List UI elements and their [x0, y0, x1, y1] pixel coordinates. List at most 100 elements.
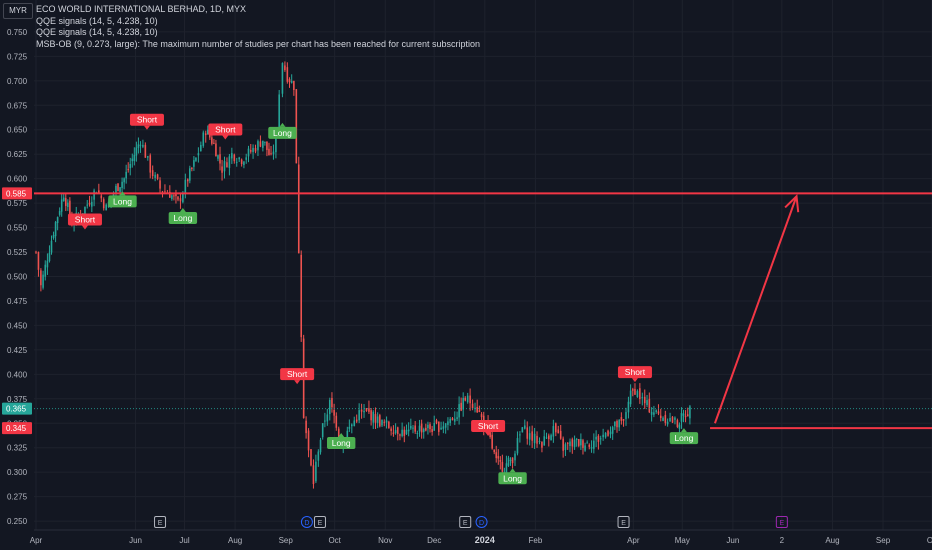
signal-label-bg[interactable]: [617, 366, 652, 379]
candle: [238, 157, 240, 160]
signal-label[interactable]: Long: [173, 213, 192, 223]
candle: [682, 413, 685, 416]
candle: [247, 148, 250, 157]
candle: [353, 420, 356, 426]
candle: [641, 397, 644, 399]
signal-label-bg[interactable]: [129, 113, 164, 126]
price-badge[interactable]: [2, 402, 32, 415]
x-tick-label: Feb: [529, 536, 543, 545]
symbol-title[interactable]: ECO WORLD INTERNATIONAL BERHAD, 1D, MYX: [36, 4, 247, 14]
signal-label-bg[interactable]: [168, 212, 198, 225]
candle: [460, 402, 462, 411]
signal-label-bg[interactable]: [108, 195, 137, 208]
candle: [98, 190, 100, 193]
signal-label[interactable]: Short: [75, 215, 96, 225]
indicator-label-qqe-2[interactable]: QQE signals (14, 5, 4.238, 10): [36, 27, 158, 37]
candle: [655, 410, 657, 412]
candle: [123, 178, 125, 183]
candle: [505, 463, 508, 475]
candle: [433, 422, 436, 431]
candle: [480, 414, 483, 418]
candle: [257, 141, 259, 151]
x-tick-label: Jun: [726, 536, 739, 545]
candle: [193, 160, 195, 167]
candle: [582, 440, 584, 448]
signal-label-bg[interactable]: [208, 123, 243, 136]
signal-label[interactable]: Long: [503, 473, 522, 483]
indicator-label-msb-ob[interactable]: MSB-OB (9, 0.273, large): The maximum nu…: [36, 38, 481, 49]
candle: [590, 447, 593, 449]
candle: [182, 193, 184, 203]
candle: [501, 461, 504, 472]
candle: [195, 157, 197, 161]
signal-label[interactable]: Short: [215, 125, 236, 135]
signal-label[interactable]: Short: [287, 369, 308, 379]
signal-label[interactable]: Short: [478, 421, 499, 431]
signal-label-bg[interactable]: [669, 432, 699, 445]
candle: [609, 431, 612, 435]
candle: [593, 440, 595, 449]
candle: [499, 460, 502, 462]
dividend-marker-icon[interactable]: [300, 516, 313, 528]
earnings-marker-icon[interactable]: [459, 516, 472, 528]
price-badge[interactable]: [2, 187, 32, 200]
earnings-marker-icon[interactable]: [154, 516, 167, 528]
signal-label-bg[interactable]: [498, 472, 527, 485]
candle: [625, 412, 627, 419]
candle: [335, 415, 338, 428]
y-tick-label: 0.600: [7, 175, 28, 184]
signal-label-bg[interactable]: [280, 368, 315, 381]
signal-label-bg[interactable]: [67, 213, 102, 226]
candle: [40, 270, 42, 286]
y-tick-label: 0.650: [7, 126, 28, 135]
earnings-marker-icon[interactable]: [313, 516, 326, 528]
price-badge[interactable]: [2, 422, 32, 435]
event-marker-label: D: [479, 520, 484, 527]
earnings-marker-icon[interactable]: [775, 516, 788, 528]
signal-label[interactable]: Long: [113, 196, 132, 206]
candle: [52, 235, 55, 238]
signal-label-bg[interactable]: [268, 126, 297, 139]
projection-arrow-line[interactable]: [713, 195, 798, 424]
signal-label[interactable]: Short: [625, 367, 646, 377]
signal-label[interactable]: Long: [674, 433, 693, 443]
candle: [684, 416, 687, 418]
candle: [213, 142, 215, 144]
signal-label-bg[interactable]: [471, 419, 506, 432]
candle: [355, 419, 358, 422]
candle: [37, 252, 40, 270]
candle: [657, 411, 660, 414]
candle: [315, 461, 317, 482]
y-tick-label: 0.550: [7, 224, 28, 233]
candle: [317, 451, 320, 461]
candle: [614, 421, 616, 427]
candle: [674, 417, 676, 420]
candle: [42, 274, 44, 288]
currency-badge[interactable]: MYR: [3, 3, 33, 19]
x-tick-label: Aug: [825, 536, 839, 545]
candle: [91, 201, 93, 207]
dividend-marker-icon[interactable]: [475, 516, 488, 528]
candle: [121, 181, 123, 188]
candle: [412, 427, 414, 429]
candle: [618, 419, 620, 428]
signal-label[interactable]: Long: [273, 128, 292, 138]
signal-label[interactable]: Short: [137, 115, 158, 125]
x-tick-label: Nov: [378, 536, 392, 545]
projection-arrow-head[interactable]: [784, 194, 800, 213]
indicator-label-qqe-1[interactable]: QQE signals (14, 5, 4.238, 10): [36, 15, 158, 26]
candle: [650, 411, 653, 415]
candle: [215, 143, 217, 157]
candle: [275, 135, 277, 153]
signal-label-bg[interactable]: [326, 437, 356, 450]
signal-label[interactable]: Long: [332, 438, 351, 448]
signal-pointer: [509, 468, 516, 473]
y-tick-label: 0.400: [7, 370, 28, 379]
candle: [405, 429, 408, 435]
earnings-marker-icon[interactable]: [617, 516, 630, 528]
candle: [268, 148, 270, 156]
candle: [557, 429, 560, 434]
